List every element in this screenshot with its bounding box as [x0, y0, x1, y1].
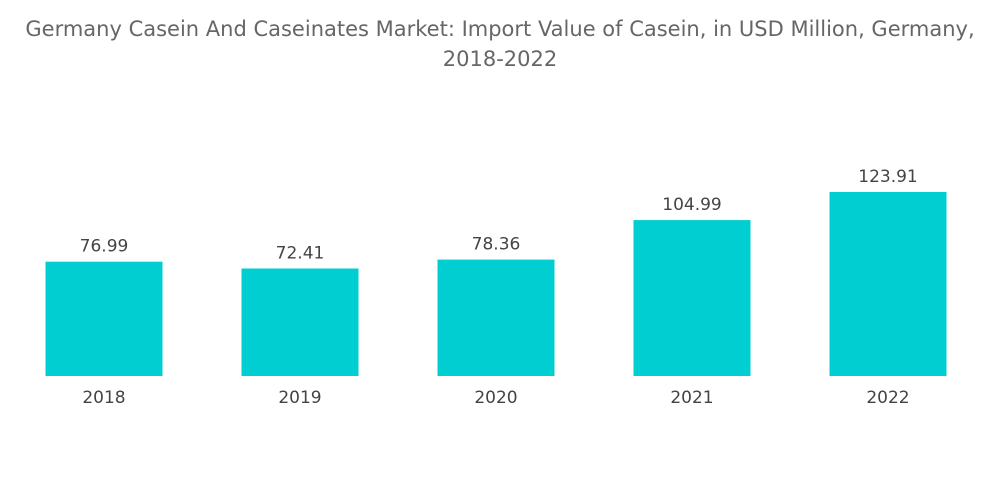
- x-tick-label-2020: 2020: [474, 388, 517, 408]
- bar-2022: [829, 192, 947, 376]
- data-label-2021: 104.99: [662, 195, 721, 215]
- chart-title-line-2: 2018-2022: [442, 47, 558, 71]
- chart-title-line-1: Germany Casein And Caseinates Market: Im…: [25, 17, 975, 41]
- data-label-2018: 76.99: [80, 237, 129, 257]
- data-label-2019: 72.41: [276, 244, 325, 264]
- x-tick-label-2019: 2019: [278, 388, 321, 408]
- bar-2018: [45, 261, 163, 376]
- x-tick-label-2022: 2022: [866, 388, 909, 408]
- bar-2019: [241, 268, 359, 376]
- chart-title: Germany Casein And Caseinates Market: Im…: [0, 14, 1000, 74]
- data-label-2022: 123.91: [858, 167, 917, 187]
- bar-2020: [437, 259, 555, 376]
- x-tick-label-2021: 2021: [670, 388, 713, 408]
- x-tick-label-2018: 2018: [82, 388, 125, 408]
- data-label-2020: 78.36: [472, 235, 521, 255]
- bar-2021: [633, 220, 751, 376]
